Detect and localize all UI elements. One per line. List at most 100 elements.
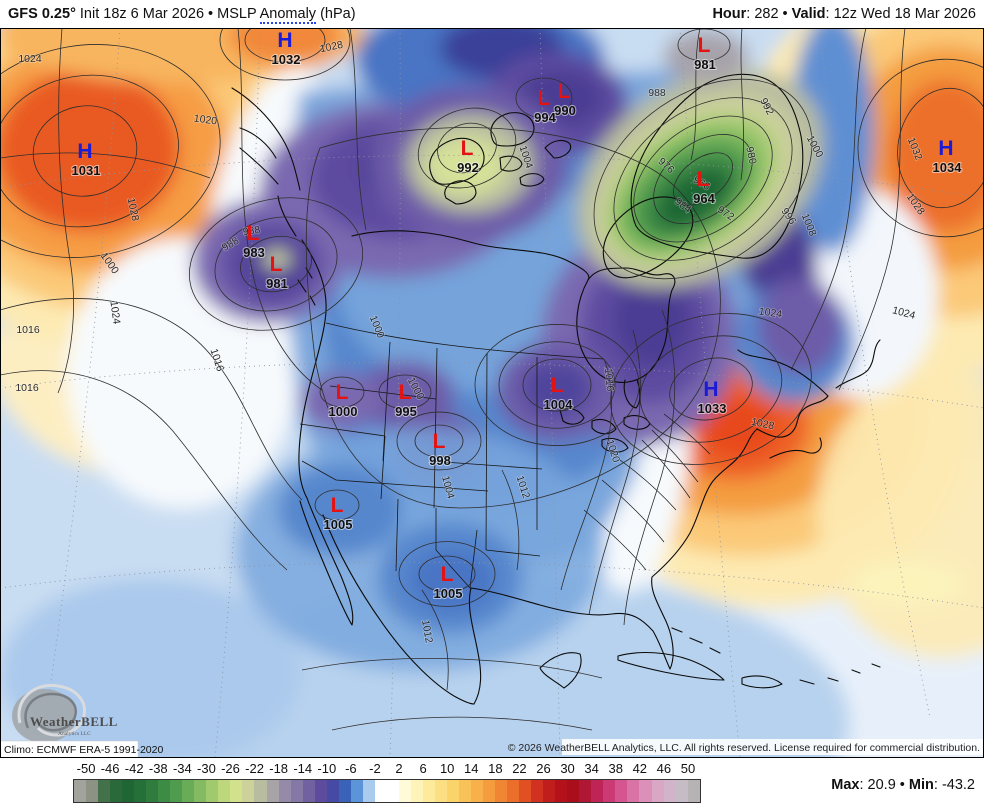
isobar-ring: [414, 424, 464, 458]
pressure-value: 981: [694, 57, 716, 72]
pressure-rings-layer: [0, 28, 984, 607]
low-pressure-marker: L: [247, 222, 260, 245]
colorbar-tick-label: 2: [395, 761, 403, 776]
colorbar-tick-label: -6: [345, 761, 357, 776]
colorbar-tick-label: -2: [369, 761, 381, 776]
colorbar-cell: [278, 780, 291, 802]
colorbar-cell: [663, 780, 676, 802]
units-text: (hPa): [316, 6, 356, 22]
graticule-layer: [0, 28, 984, 758]
weather-map: 1024 1028 1020 1028 1024 1016 1016 1016 1000 988 9…: [0, 28, 984, 758]
colorbar-cell: [555, 780, 568, 802]
colorbar-cell: [266, 780, 279, 802]
isobar-ring: [613, 97, 793, 261]
isobar-ring: [593, 78, 813, 280]
svg-text:© 2026 WeatherBELL Analytics,: © 2026 WeatherBELL Analytics, LLC. All r…: [508, 742, 980, 754]
isobar-label: 1028: [750, 416, 775, 433]
colorbar-cell: [434, 780, 447, 802]
max-value: : 20.9 •: [859, 777, 909, 793]
isobar-ring: [188, 197, 364, 331]
isobar-label: 1012: [419, 619, 435, 644]
header-title-left: GFS 0.25° Init 18z 6 Mar 2026 • MSLP Ano…: [8, 6, 356, 24]
model-name: GFS 0.25: [8, 6, 71, 22]
colorbar-tick-label: -50: [76, 761, 96, 776]
pressure-value: 995: [395, 404, 417, 419]
colorbar-cell: [410, 780, 423, 802]
colorbar-cell: [579, 780, 592, 802]
colorbar-tick-label: 10: [439, 761, 455, 776]
colorbar-tick-label: 42: [632, 761, 648, 776]
isobar-ring: [418, 555, 476, 593]
colorbar-cell: [675, 780, 688, 802]
colorbar-tick-label: 6: [419, 761, 427, 776]
colorbar-cell: [459, 780, 472, 802]
isobar-ring: [639, 335, 783, 443]
pressure-value: 992: [457, 160, 479, 175]
colorbar-cell: [386, 780, 399, 802]
colorbar-cell: [206, 780, 219, 802]
colorbar-cell: [326, 780, 339, 802]
isobar-ring: [244, 28, 326, 63]
copyright-label: © 2026 WeatherBELL Analytics, LLC. All r…: [508, 739, 984, 755]
low-pressure-marker: L: [698, 34, 711, 57]
colorbar-cell: [194, 780, 207, 802]
pressure-value: 964: [693, 191, 715, 206]
colorbar-cell: [639, 780, 652, 802]
colorbar-tick-label: -46: [100, 761, 120, 776]
colorbar-cell: [687, 780, 700, 802]
pressure-value: 1032: [272, 52, 301, 67]
isobar-ring: [0, 74, 179, 228]
colorbar-cell: [591, 780, 604, 802]
isobar-ring: [857, 58, 984, 238]
pressure-value: 1005: [324, 517, 353, 532]
colorbar-cell: [398, 780, 411, 802]
low-pressure-marker: L: [336, 381, 349, 404]
colorbar-tick-label: -42: [124, 761, 144, 776]
isobar-ring: [669, 357, 753, 421]
colorbar-cell: [603, 780, 616, 802]
isobar-label: 1024: [18, 53, 42, 65]
isobar-label: 1016: [16, 324, 40, 336]
colorbar-cell: [74, 780, 87, 802]
colorbar-cell: [242, 780, 255, 802]
colorbar-tick-label: 46: [656, 761, 672, 776]
hour-value: : 282 •: [746, 6, 792, 22]
colorbar-tick-label: -18: [269, 761, 289, 776]
pressure-value: 981: [266, 276, 288, 291]
isobar-ring: [398, 541, 496, 607]
colorbar-cell: [170, 780, 183, 802]
colorbar-cell: [182, 780, 195, 802]
colorbar-cell: [98, 780, 111, 802]
colorbar-tick-label: 18: [488, 761, 503, 776]
pressure-value: 990: [554, 103, 576, 118]
isobar-label: 1024: [107, 300, 122, 325]
low-pressure-marker: L: [697, 168, 710, 191]
coastline-layer: [231, 73, 881, 705]
isobar-label: 1016: [15, 382, 39, 394]
climo-label: Climo: ECMWF ERA-5 1991-2020: [0, 740, 163, 758]
high-pressure-marker: H: [277, 29, 292, 52]
colorbar-cell: [531, 780, 544, 802]
pressure-value: 1034: [933, 160, 963, 175]
colorbar-cell: [627, 780, 640, 802]
colorbar-cell: [483, 780, 496, 802]
colorbar-cell: [446, 780, 459, 802]
isobar-ring: [0, 44, 221, 258]
isobar-label: 988: [648, 87, 666, 99]
header: GFS 0.25° Init 18z 6 Mar 2026 • MSLP Ano…: [0, 0, 984, 28]
isobar-ring: [515, 77, 573, 119]
logo-sub: Analytics LLC: [58, 731, 91, 737]
low-pressure-marker: L: [399, 381, 412, 404]
min-label: Min: [908, 777, 934, 793]
